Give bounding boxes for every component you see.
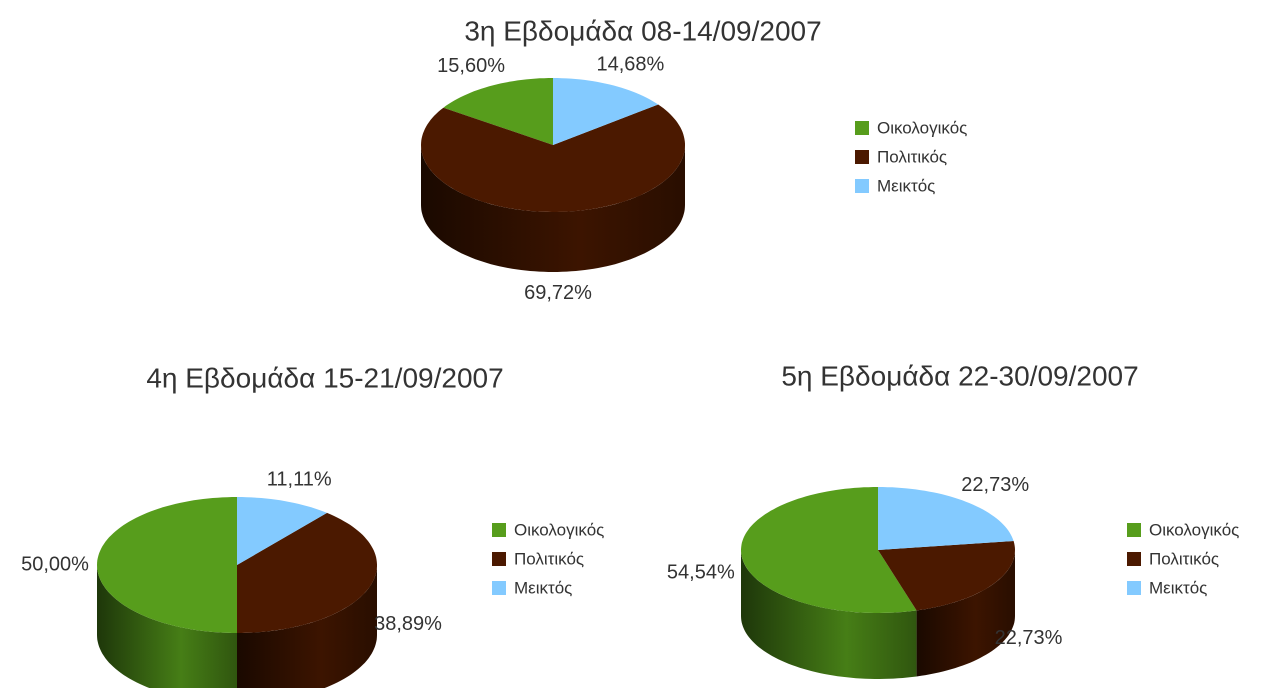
data-label: 15,60% — [437, 55, 505, 77]
slice-side — [237, 565, 377, 688]
data-label: 11,11% — [267, 469, 332, 491]
slice — [878, 541, 1015, 611]
data-label: 22,73% — [995, 627, 1063, 649]
legend-label: Πολιτικός — [1149, 549, 1219, 568]
pie-tops — [741, 487, 1015, 613]
legend-label: Μεικτός — [514, 578, 572, 597]
data-label: 38,89% — [374, 613, 442, 635]
pie-sides — [741, 550, 1015, 679]
legend-swatch — [855, 150, 869, 164]
data-label: 50,00% — [21, 553, 89, 575]
data-label: 69,72% — [524, 282, 592, 304]
legend-label: Μεικτός — [1149, 578, 1207, 597]
slice — [421, 104, 685, 212]
legend-swatch — [492, 523, 506, 537]
slice-side — [421, 145, 685, 272]
legend-swatch — [1127, 581, 1141, 595]
data-label: 22,73% — [961, 474, 1029, 496]
legend-label: Μεικτός — [877, 176, 935, 195]
slice — [97, 497, 237, 633]
data-label: 54,54% — [667, 562, 735, 584]
pie-chart: 3η Εβδομάδα 08-14/09/2007 15,60% 69,72% 14,… — [421, 15, 967, 304]
slice — [741, 487, 917, 613]
legend-label: Πολιτικός — [514, 549, 584, 568]
chart-title: 5η Εβδομάδα 22-30/09/2007 — [781, 360, 1138, 391]
data-label: 14,68% — [597, 54, 665, 76]
pie-tops — [421, 78, 685, 212]
slice — [878, 487, 1014, 550]
legend-swatch — [855, 121, 869, 135]
legend-label: Οικολογικός — [1149, 520, 1239, 539]
pie-tops — [97, 497, 377, 633]
legend-label: Οικολογικός — [877, 118, 967, 137]
slice-side — [97, 565, 237, 688]
slice-side — [741, 550, 917, 679]
legend-swatch — [492, 581, 506, 595]
pie-sides — [97, 565, 377, 688]
pie-chart: 4η Εβδομάδα 15-21/09/2007 50,00% 38,89% 11,… — [21, 362, 604, 688]
slice — [443, 78, 553, 145]
slice — [237, 497, 327, 565]
legend-swatch — [855, 179, 869, 193]
legend-swatch — [492, 552, 506, 566]
pie-chart: 5η Εβδομάδα 22-30/09/2007 54,54% 22,73% 22,… — [667, 360, 1239, 679]
legend-label: Πολιτικός — [877, 147, 947, 166]
slice — [237, 512, 377, 633]
chart-title: 3η Εβδομάδα 08-14/09/2007 — [464, 15, 821, 46]
pie-sides — [421, 145, 685, 272]
slice-side — [916, 550, 1015, 677]
legend-label: Οικολογικός — [514, 520, 604, 539]
chart-title: 4η Εβδομάδα 15-21/09/2007 — [146, 362, 503, 393]
legend-swatch — [1127, 552, 1141, 566]
legend-swatch — [1127, 523, 1141, 537]
slice — [553, 78, 659, 145]
